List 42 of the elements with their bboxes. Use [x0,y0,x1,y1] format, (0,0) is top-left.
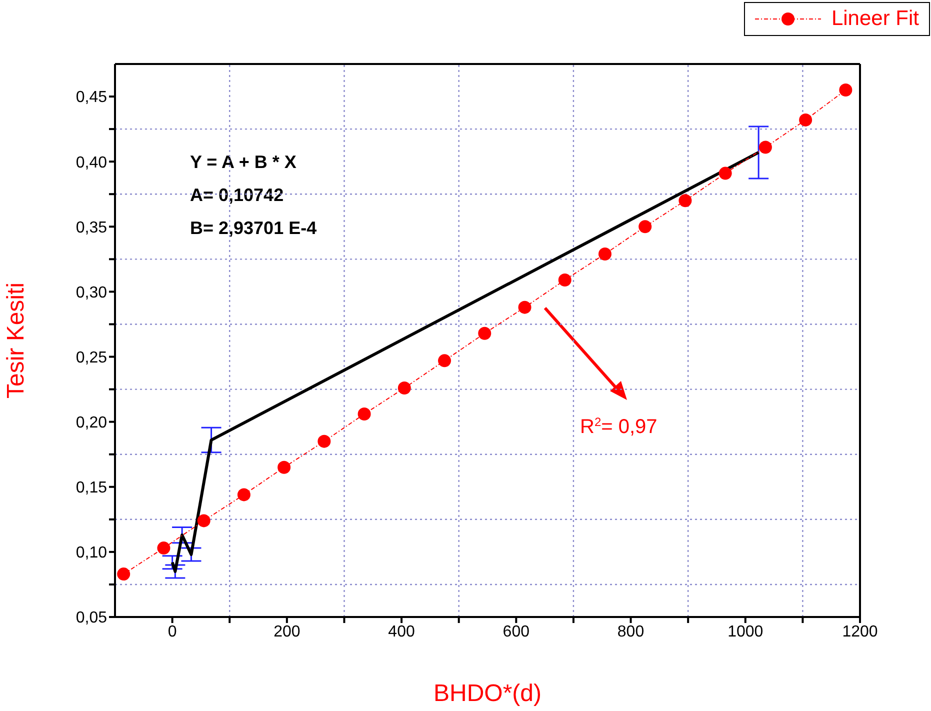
point [117,568,130,581]
annotation: R$^{2}$= 0,97 [580,415,658,438]
annotation: B= 2,93701 E-4 [190,218,317,238]
point [318,434,331,448]
point [518,300,532,314]
annotation: Y = A + B * X [190,152,296,172]
x-tick-label: 0 [168,623,177,640]
x-tick-label: 400 [388,623,415,640]
x-tick-label: 600 [502,623,530,640]
point [478,326,492,340]
y-tick-label: 0,15 [76,480,108,497]
y-tick-label: 0,10 [76,544,108,562]
x-tick-label: 1200 [842,623,878,640]
point [398,381,411,394]
point [598,247,612,260]
y-tick-label: 0,05 [76,610,108,627]
legend-label: Lineer Fit [831,7,919,31]
point [358,408,371,421]
point [558,273,572,286]
point [278,460,291,474]
point [638,220,652,234]
y-axis-title: Tesir Kesiti [2,282,30,399]
x-tick-label: 200 [274,623,300,640]
y-tick-label: 0,45 [76,89,108,106]
point [839,84,852,97]
point [438,354,452,368]
y-tick-label: 0,40 [76,154,108,172]
y-tick-label: 0,35 [76,219,108,236]
x-tick-label: 800 [617,623,644,640]
point [799,113,812,126]
y-tick-label: 0,20 [76,414,108,432]
x-axis-title: BHDO*(d) [433,680,542,707]
point [197,514,210,528]
point [718,166,732,180]
point [758,140,772,154]
point [157,542,170,555]
point [678,194,692,208]
point [237,488,250,502]
y-tick-label: 0,25 [76,349,108,366]
x-tick-label: 1000 [728,623,764,640]
y-tick-label: 0,30 [76,284,108,302]
annotation: A= 0,10742 [190,185,284,205]
